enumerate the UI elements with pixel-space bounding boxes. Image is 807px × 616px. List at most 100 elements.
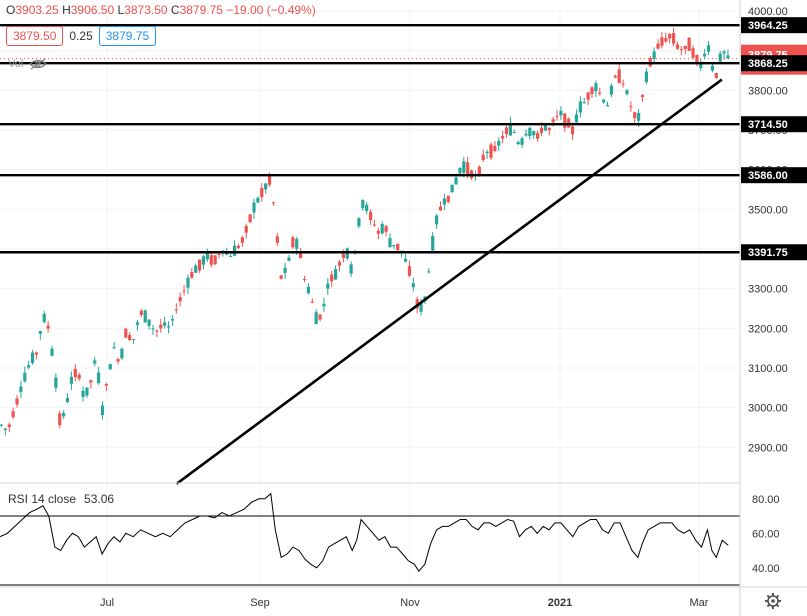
candle-32 — [124, 327, 128, 338]
candle-body-147 — [570, 126, 575, 135]
candle-body-78 — [302, 278, 307, 280]
candle-96 — [372, 219, 377, 227]
eye-slash-icon[interactable] — [29, 58, 48, 70]
candle-body-31 — [120, 348, 124, 359]
candle-182 — [706, 41, 711, 56]
candle-body-21 — [81, 390, 85, 398]
trendline[interactable] — [175, 78, 723, 485]
candle-129 — [501, 130, 505, 144]
candle-59 — [229, 253, 233, 257]
candle-141 — [547, 126, 551, 136]
quote-panel: 3879.50 0.25 3879.75 — [6, 25, 157, 47]
candle-10 — [38, 330, 42, 340]
candle-body-83 — [322, 303, 326, 307]
candle-body-158 — [613, 75, 617, 78]
candle-168 — [652, 47, 656, 64]
candle-body-161 — [625, 90, 629, 95]
candle-11 — [42, 310, 46, 324]
candle-body-182 — [706, 45, 711, 52]
candle-body-18 — [69, 376, 74, 384]
candle-body-166 — [644, 71, 648, 83]
candle-body-176 — [683, 45, 687, 50]
candle-body-101 — [392, 244, 396, 247]
candle-body-79 — [306, 286, 310, 294]
candle-body-70 — [271, 202, 276, 204]
candle-112 — [435, 214, 439, 229]
candle-body-4 — [15, 398, 19, 405]
level-tag-bg-0 — [741, 17, 807, 34]
candle-145 — [563, 112, 567, 132]
candle-body-5 — [19, 386, 23, 392]
candle-94 — [365, 201, 369, 215]
candle-body-184 — [714, 73, 718, 78]
candle-body-56 — [217, 253, 221, 255]
candle-137 — [532, 130, 536, 140]
candle-53 — [205, 248, 209, 262]
candle-83 — [322, 297, 326, 312]
sell-button[interactable]: 3879.50 — [6, 26, 64, 46]
candle-body-119 — [462, 161, 466, 173]
rsi-tick-0: 40.00 — [752, 563, 780, 575]
close-value: 3879.75 — [179, 3, 223, 17]
candle-body-41 — [159, 324, 163, 329]
candle-body-7 — [27, 365, 31, 368]
candle-46 — [178, 292, 182, 307]
candle-body-95 — [368, 211, 373, 221]
candle-body-180 — [699, 62, 703, 69]
candle-body-84 — [326, 283, 330, 289]
candle-body-171 — [664, 38, 668, 42]
price-tick-2: 3100.00 — [748, 363, 788, 375]
rsi-legend[interactable]: RSI 14 close 53.06 — [8, 492, 114, 506]
ohlc-legend: O3903.25 H3906.50 L3873.50 C3879.75 −19.… — [6, 3, 316, 17]
candle-body-30 — [116, 359, 120, 362]
support-resistance-levels[interactable] — [0, 23, 740, 254]
level-tag-value-4: 3391.75 — [748, 247, 788, 259]
candle-97 — [376, 227, 380, 240]
candle-body-120 — [466, 162, 470, 175]
candle-150 — [582, 97, 586, 104]
candle-body-99 — [384, 226, 388, 232]
buy-button[interactable]: 3879.75 — [98, 26, 157, 46]
candle-body-66 — [256, 197, 260, 203]
candle-body-74 — [287, 257, 291, 261]
candle-body-14 — [54, 377, 58, 388]
candle-5 — [19, 380, 23, 399]
candle-body-65 — [252, 202, 256, 213]
candle-body-76 — [295, 238, 299, 249]
candle-86 — [333, 265, 338, 280]
candle-171 — [664, 32, 668, 44]
candle-138 — [536, 130, 540, 142]
candle-body-105 — [407, 266, 412, 276]
gear-icon[interactable] — [765, 593, 781, 609]
candle-body-148 — [574, 114, 579, 123]
candle-4 — [15, 394, 19, 408]
candle-body-169 — [656, 43, 660, 49]
candle-149 — [578, 96, 582, 118]
rsi-label: RSI 14 close — [8, 492, 77, 506]
candle-body-179 — [695, 54, 699, 65]
candle-174 — [675, 41, 680, 50]
candle-66 — [256, 195, 260, 204]
candle-95 — [368, 209, 373, 225]
spread-value: 0.25 — [69, 29, 93, 43]
candle-126 — [489, 142, 493, 160]
candle-body-102 — [396, 243, 400, 251]
candle-71 — [275, 233, 279, 247]
candle-body-72 — [279, 275, 283, 279]
change-value: −19.00 (−0.49%) — [226, 3, 316, 17]
candle-115 — [446, 195, 450, 204]
candle-81 — [314, 309, 318, 325]
candle-85 — [330, 270, 334, 288]
candle-body-123 — [477, 166, 481, 176]
candle-93 — [361, 199, 365, 211]
level-tag-value-3: 3586.00 — [748, 170, 788, 182]
time-tick-0: Jul — [100, 597, 114, 609]
candle-body-68 — [264, 183, 268, 190]
candle-body-22 — [85, 387, 89, 396]
candle-15 — [58, 410, 62, 429]
low-label: L — [117, 3, 125, 17]
candle-body-131 — [508, 122, 513, 136]
time-axis[interactable]: Jul Sep Nov 2021 Mar — [100, 597, 709, 609]
candle-154 — [598, 87, 602, 96]
